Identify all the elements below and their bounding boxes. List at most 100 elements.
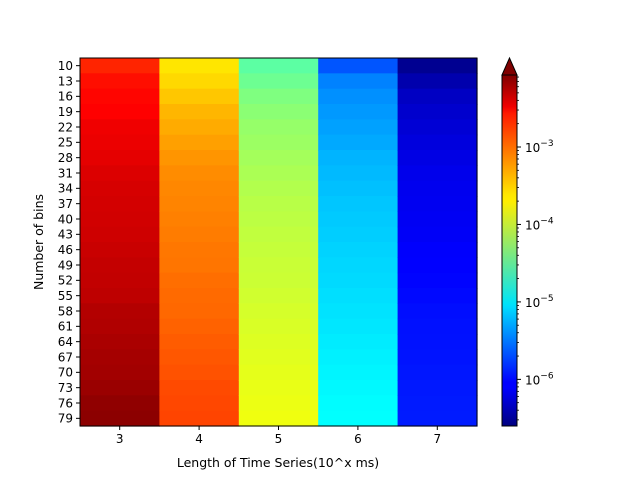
y-tick-label: 22 [58, 120, 73, 134]
heatmap-cell [318, 196, 399, 212]
heatmap-cell [318, 58, 399, 74]
heatmap-cell [397, 165, 478, 182]
heatmap-cell [80, 288, 160, 304]
heatmap-cell [397, 349, 478, 366]
y-tick-label: 73 [58, 381, 73, 395]
heatmap-cell [397, 410, 478, 427]
colorbar-gradient [501, 74, 518, 427]
heatmap-cell [80, 226, 160, 243]
y-tick-label: 49 [58, 258, 73, 272]
heatmap-cell [397, 134, 478, 151]
heatmap-cell [80, 150, 160, 166]
heatmap-cell [238, 364, 319, 381]
x-tick-label: 5 [275, 432, 283, 446]
heatmap-cell [80, 303, 160, 320]
heatmap-cell [80, 104, 160, 120]
x-tick-label: 4 [195, 432, 203, 446]
heatmap-cell [318, 73, 399, 90]
heatmap-cell [159, 180, 240, 197]
heatmap-cell [318, 134, 399, 151]
heatmap-cell [397, 226, 478, 243]
heatmap-cell [397, 119, 478, 136]
heatmap-cell [238, 73, 319, 90]
x-axis-ticks: 3 4 5 6 7 [116, 426, 441, 446]
heatmap-cell [159, 211, 240, 228]
y-tick-label: 34 [58, 182, 73, 196]
heatmap-cell [397, 334, 478, 350]
y-tick-label: 67 [58, 350, 73, 364]
y-tick-label: 70 [58, 366, 73, 380]
heatmap-cell [397, 380, 478, 396]
heatmap-cell [318, 226, 399, 243]
heatmap-cell [318, 257, 399, 274]
heatmap-cell [80, 165, 160, 182]
x-tick-label: 6 [354, 432, 362, 446]
y-tick-label: 16 [58, 90, 73, 104]
heatmap-cell [159, 150, 240, 166]
heatmap-cell [318, 150, 399, 166]
heatmap-cell [238, 119, 319, 136]
y-tick-label: 61 [58, 320, 73, 334]
heatmap-cell [238, 318, 319, 335]
y-tick-label: 40 [58, 212, 73, 226]
y-tick-label: 31 [58, 166, 73, 180]
heatmap-cell [80, 257, 160, 274]
heatmap-cell [397, 395, 478, 412]
heatmap-cell [318, 272, 399, 289]
y-tick-label: 43 [58, 228, 73, 242]
heatmap-cell [159, 58, 240, 74]
y-tick-label: 19 [58, 105, 73, 119]
heatmap-cell [238, 334, 319, 350]
heatmap-cell [318, 180, 399, 197]
heatmap-cell [397, 318, 478, 335]
heatmap-cell [318, 165, 399, 182]
heatmap-cell [159, 88, 240, 105]
heatmap-cell [159, 272, 240, 289]
y-axis-label: Number of bins [31, 194, 46, 290]
heatmap-cell [159, 104, 240, 120]
y-tick-label: 10 [58, 59, 73, 73]
heatmap-cell [318, 288, 399, 304]
heatmap-cell [397, 180, 478, 197]
y-tick-label: 13 [58, 74, 73, 88]
heatmap-cell [159, 334, 240, 350]
heatmap-cell [159, 380, 240, 396]
heatmap-cell [80, 242, 160, 258]
heatmap-cell [159, 349, 240, 366]
heatmap-cell [80, 349, 160, 366]
y-tick-label: 76 [58, 396, 73, 410]
heatmap-cells [80, 58, 478, 427]
heatmap-cell [159, 73, 240, 90]
heatmap-cell [318, 380, 399, 396]
heatmap-cell [238, 211, 319, 228]
y-tick-label: 52 [58, 274, 73, 288]
colorbar-tick-label: 10−6 [525, 371, 554, 387]
y-tick-label: 37 [58, 197, 73, 211]
heatmap-cell [238, 150, 319, 166]
heatmap-cell [238, 165, 319, 182]
heatmap-cell [159, 303, 240, 320]
heatmap-cell [80, 134, 160, 151]
heatmap-cell [318, 334, 399, 350]
heatmap-cell [318, 88, 399, 105]
heatmap-cell [397, 242, 478, 258]
y-tick-label: 79 [58, 412, 73, 426]
heatmap-cell [80, 364, 160, 381]
y-tick-label: 28 [58, 151, 73, 165]
heatmap-cell [238, 410, 319, 427]
heatmap-cell [159, 134, 240, 151]
heatmap-cell [397, 196, 478, 212]
heatmap-cell [159, 318, 240, 335]
heatmap-cell [238, 349, 319, 366]
heatmap-cell [238, 58, 319, 74]
heatmap-cell [80, 180, 160, 197]
heatmap-cell [238, 242, 319, 258]
y-tick-label: 64 [58, 335, 73, 349]
heatmap-cell [80, 119, 160, 136]
y-tick-label: 58 [58, 304, 73, 318]
heatmap-cell [397, 58, 478, 74]
colorbar-extend-arrow [501, 56, 518, 76]
heatmap-cell [238, 257, 319, 274]
